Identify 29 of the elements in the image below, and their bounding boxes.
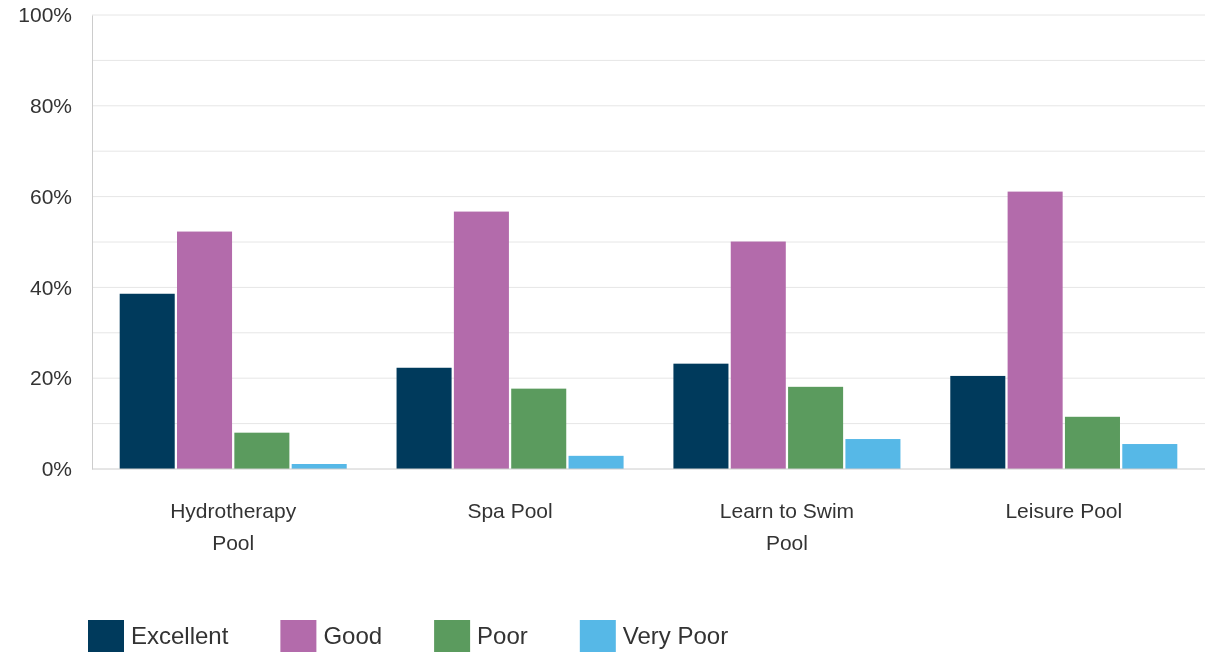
bar: [1064, 416, 1120, 469]
bar: [1007, 191, 1063, 469]
y-tick-label: 40%: [29, 275, 72, 299]
bar: [119, 293, 175, 469]
bar: [177, 231, 233, 469]
legend-label: Very Poor: [622, 622, 729, 649]
bar: [511, 388, 567, 469]
y-tick-label: 100%: [18, 3, 72, 27]
legend-label: Poor: [477, 622, 528, 649]
x-tick-label: Hydrotherapy Pool: [170, 499, 297, 554]
bar: [396, 367, 452, 469]
bar: [453, 211, 509, 469]
y-tick-label: 60%: [29, 184, 72, 208]
bar: [788, 386, 844, 469]
bar: [845, 439, 901, 469]
y-tick-label: 0%: [41, 457, 72, 481]
y-tick-label: 80%: [29, 94, 72, 118]
bar: [730, 241, 786, 469]
bar: [568, 455, 624, 469]
bar: [950, 375, 1006, 469]
x-tick-label: Leisure Pool: [1005, 499, 1123, 522]
x-tick-label: Spa Pool: [467, 499, 553, 522]
bar: [1122, 444, 1178, 469]
legend-label: Good: [323, 622, 383, 649]
x-tick-label: Learn to Swim Pool: [719, 499, 855, 554]
y-tick-label: 20%: [29, 366, 72, 390]
bar: [234, 432, 290, 469]
bar: [673, 363, 729, 469]
legend-label: Excellent: [131, 622, 229, 649]
